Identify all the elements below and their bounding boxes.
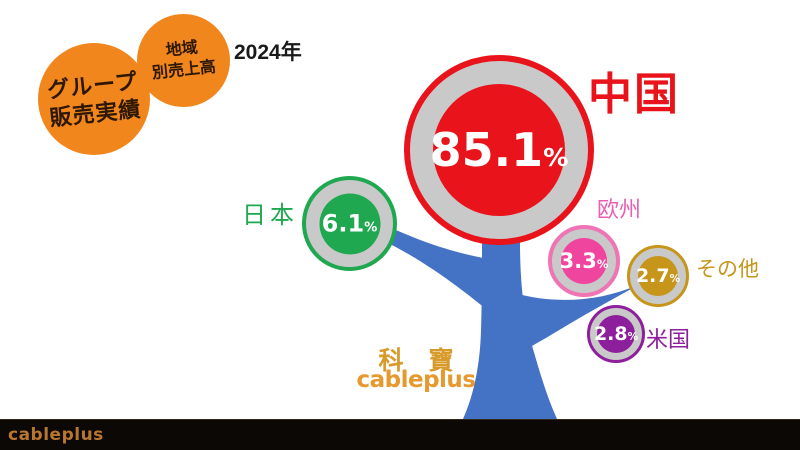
- bubble-europe: 3.3%: [548, 225, 620, 297]
- bubble-others-inner: 2.7%: [635, 256, 681, 296]
- usa-percentage: 2.8%: [593, 322, 639, 345]
- europe-value: 3.3: [559, 248, 597, 273]
- others-value: 2.7: [635, 264, 670, 287]
- badge-regional-revenue-text: 地域 別売上高: [149, 36, 217, 84]
- bubble-usa: 2.8%: [587, 305, 645, 363]
- footer-logo: cableplus: [8, 425, 104, 445]
- label-china: 中国: [588, 70, 680, 119]
- europe-percentage: 3.3%: [559, 248, 609, 273]
- bubble-china: 85.1%: [404, 55, 594, 245]
- tree-branch-left: [380, 225, 500, 318]
- badge-group-sales-text: グループ 販売実績: [45, 67, 142, 131]
- bubble-others: 2.7%: [627, 245, 689, 307]
- label-europe: 欧州: [597, 197, 642, 222]
- china-percent-sign: %: [543, 143, 569, 172]
- tree-branch-right: [514, 284, 640, 353]
- china-percentage: 85.1%: [430, 127, 569, 173]
- europe-percent-sign: %: [596, 256, 609, 271]
- bubble-japan-inner: 6.1%: [319, 193, 380, 254]
- japan-percentage: 6.1%: [322, 212, 378, 236]
- japan-percent-sign: %: [364, 220, 378, 236]
- year-label: 2024年: [234, 41, 302, 64]
- japan-value: 6.1: [321, 209, 365, 238]
- badge-group-sales: グループ 販売実績: [38, 43, 150, 155]
- usa-value: 2.8: [593, 322, 628, 345]
- label-usa: 米国: [646, 327, 691, 352]
- others-percent-sign: %: [669, 272, 681, 285]
- bubble-europe-inner: 3.3%: [559, 238, 609, 284]
- brand-latin-name: cableplus: [356, 367, 476, 393]
- china-value: 85.1: [429, 123, 544, 177]
- label-others: その他: [696, 257, 759, 281]
- others-percentage: 2.7%: [635, 264, 681, 287]
- brand-kanji-name: 科 寶: [378, 347, 454, 375]
- bubble-usa-inner: 2.8%: [593, 315, 639, 353]
- bubble-japan: 6.1%: [302, 176, 397, 271]
- bubble-china-inner: 85.1%: [430, 84, 568, 216]
- footer-bar: cableplus: [0, 419, 800, 450]
- usa-percent-sign: %: [627, 330, 639, 343]
- badge-regional-revenue: 地域 別売上高: [137, 14, 230, 107]
- label-japan: 日本: [242, 203, 298, 229]
